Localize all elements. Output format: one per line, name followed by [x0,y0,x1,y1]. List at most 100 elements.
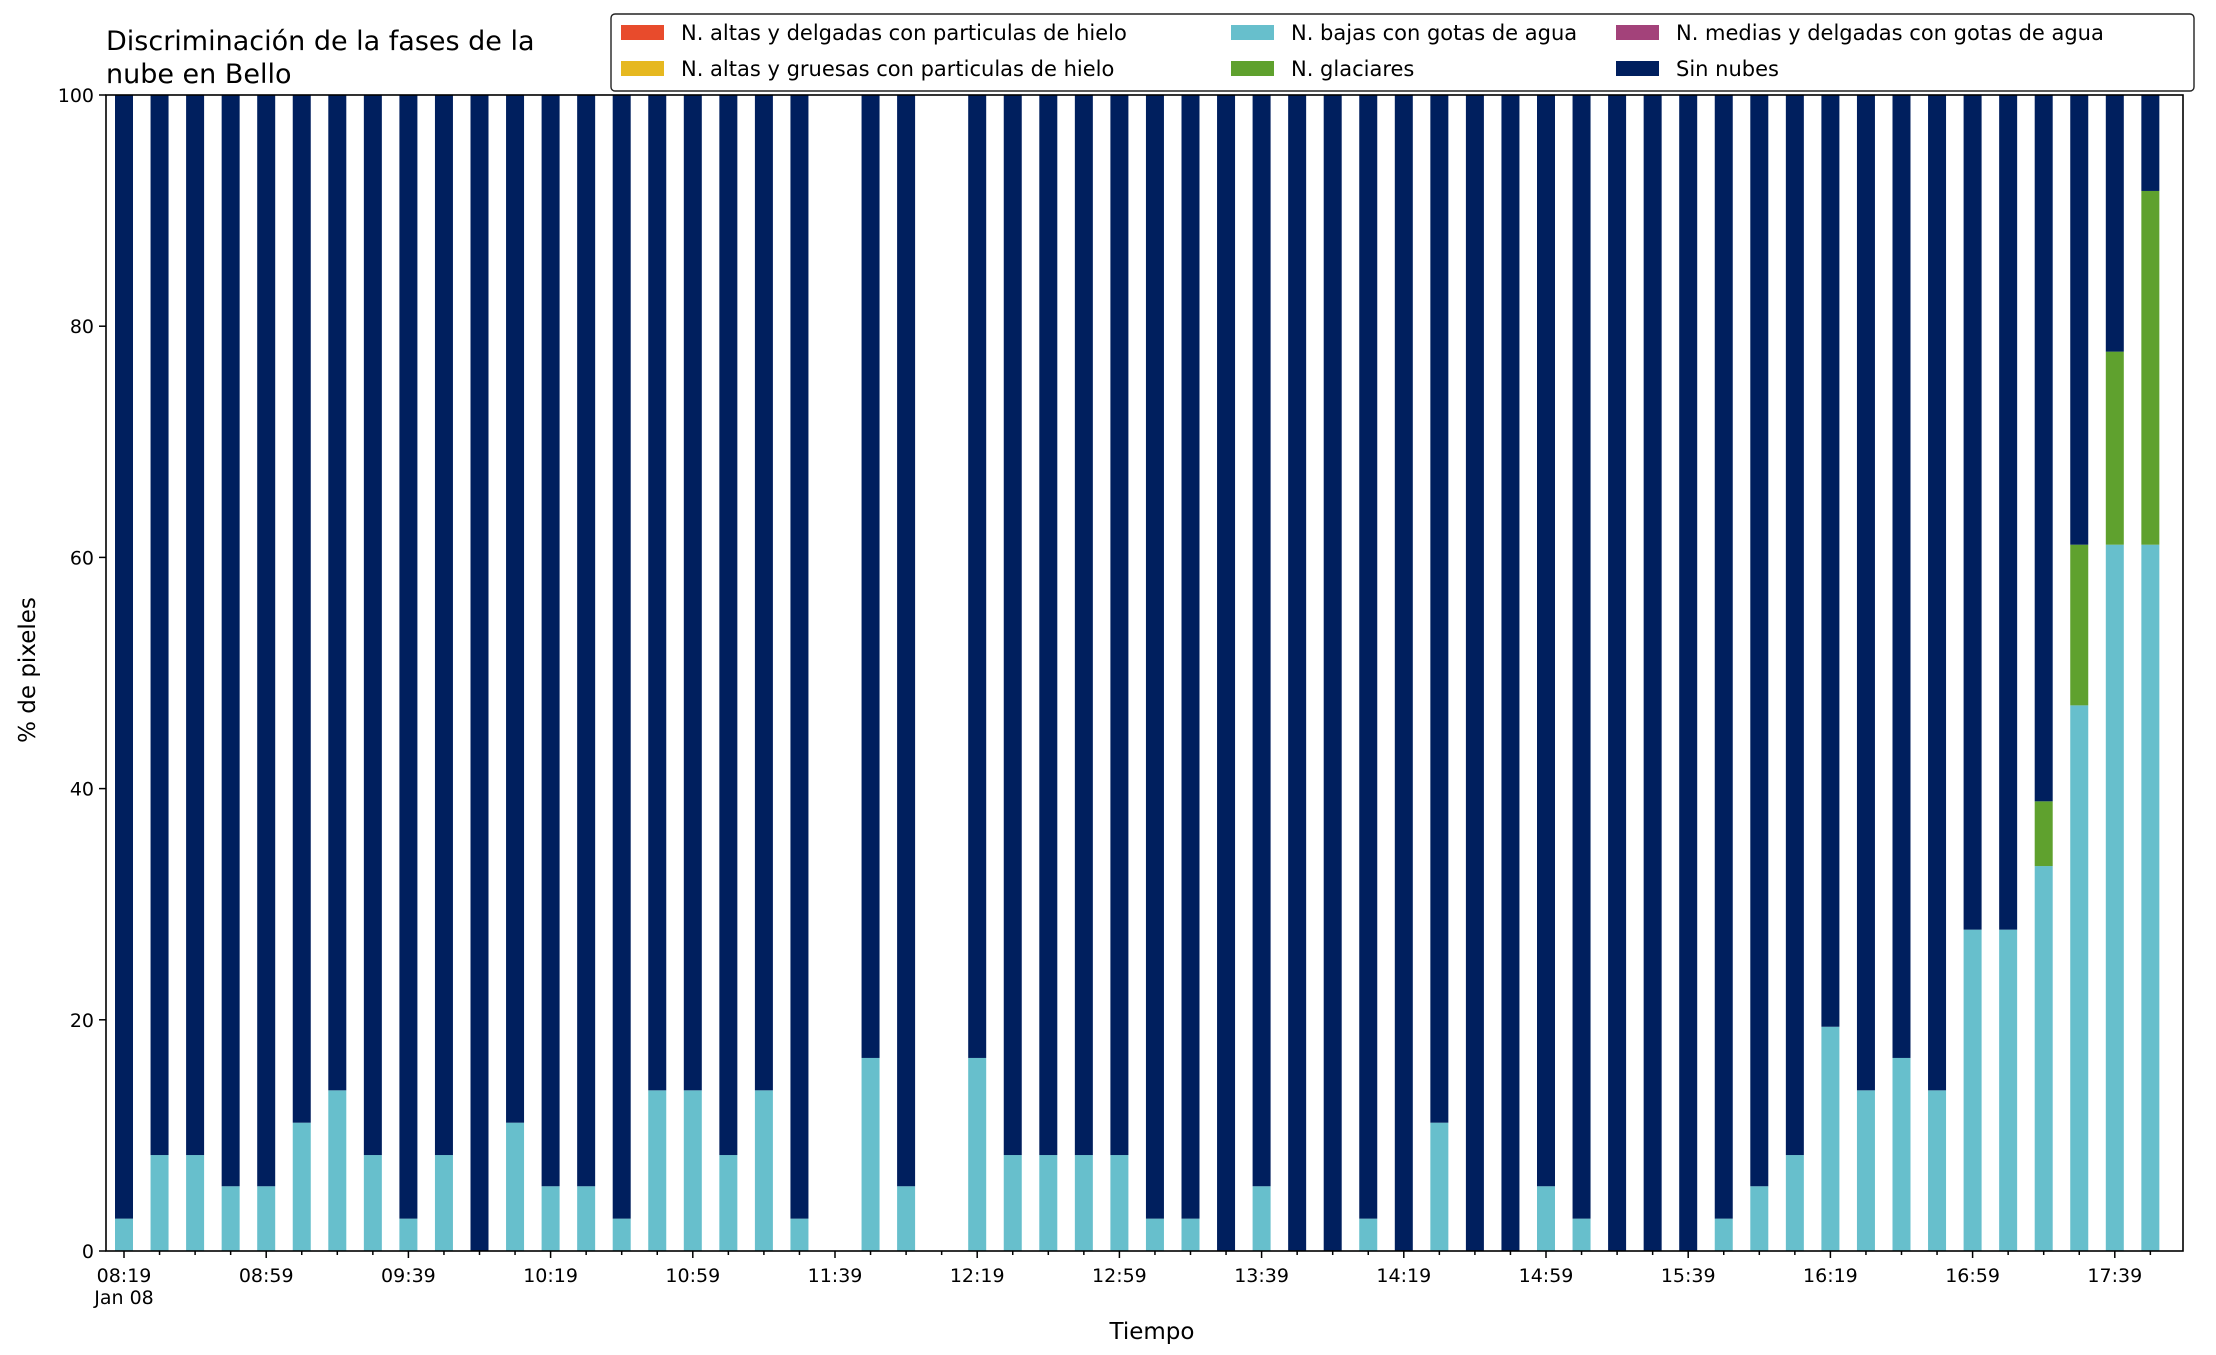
chart-title-line-2: nube en Bello [106,59,292,90]
bar-segment-0919-s2 [328,1090,347,1251]
bar-segment-1649-s5 [1928,95,1947,1091]
legend-entry-label: N. medias y delgadas con gotas de agua [1676,21,2104,45]
legend-entry-label: N. bajas con gotas de agua [1291,21,1577,45]
bar-segment-0949-s5 [434,95,453,1156]
x-tick-label: 12:19 [950,1265,1005,1287]
chart-title-line-1: Discriminación de la fases de la [106,26,535,57]
bar-segment-1619-s2 [1821,1026,1840,1251]
legend: N. altas y delgadas con particulas de hi… [610,13,2195,92]
bar-segment-1629-s2 [1856,1090,1875,1251]
x-tick-label: 13:39 [1234,1265,1289,1287]
bar-segment-1659-s5 [1963,95,1982,930]
bar-segment-1219-s5 [968,95,987,1058]
x-tick-label: 15:39 [1661,1265,1716,1287]
legend-swatch [1616,25,1659,40]
bar-segment-1509-s2 [1572,1218,1591,1251]
bar-segment-1219-s2 [968,1057,987,1251]
bar-segment-0949-s2 [434,1155,453,1251]
bar-segment-1659-s2 [1963,929,1982,1251]
bar-segment-1059-s2 [683,1090,702,1251]
x-tick-label: 14:19 [1376,1265,1431,1287]
bar-segment-1039-s2 [612,1218,631,1251]
legend-swatch [621,61,664,76]
bar-segment-0909-s5 [292,95,311,1123]
bar-segment-1709-s2 [1999,929,2018,1251]
bar-segment-1559-s2 [1750,1186,1769,1251]
legend-swatch [1231,25,1274,40]
bar-segment-1349-s5 [1288,95,1307,1251]
bar-segment-1039-s5 [612,95,631,1219]
bar-segment-1329-s5 [1217,95,1236,1251]
bar-segment-0939-s2 [399,1218,418,1251]
bar-segment-1309-s5 [1145,95,1164,1219]
bar-segment-1009-s2 [506,1122,525,1251]
bar-segment-1059-s5 [683,95,702,1091]
x-axis: 08:19 08:59 09:39 10:19 10:59 11:39 12:19 12:59… [93,1251,2152,1309]
legend-entry-label: Sin nubes [1676,57,1779,81]
bar-segment-1249-s5 [1074,95,1093,1156]
bar-segment-1609-s5 [1785,95,1804,1156]
bar-segment-1009-s5 [506,95,525,1123]
bar-segment-1739-s3 [2105,351,2124,545]
bar-segment-1259-s5 [1110,95,1129,1156]
bar-segment-1429-s2 [1430,1122,1449,1251]
legend-entry-label: N. glaciares [1291,57,1414,81]
bar-segment-1709-s5 [1999,95,2018,930]
bar-segment-1159-s5 [897,95,916,1187]
bar-segment-1359-s5 [1323,95,1342,1251]
bar-segment-1029-s5 [577,95,596,1187]
bar-segment-1719-s2 [2034,866,2053,1251]
bar-segment-1249-s2 [1074,1155,1093,1251]
bar-segment-1449-s5 [1501,95,1520,1251]
y-tick-label: 20 [70,1010,94,1032]
x-date-label: Jan 08 [93,1287,154,1309]
bar-segment-1339-s5 [1252,95,1271,1187]
bar-segment-1509-s5 [1572,95,1591,1219]
y-tick-label: 100 [58,85,94,107]
bar-segment-1559-s5 [1750,95,1769,1187]
bar-segment-1229-s5 [1003,95,1022,1156]
bar-segment-1239-s2 [1039,1155,1058,1251]
bar-segment-1159-s2 [897,1186,916,1251]
bar-segment-0859-s5 [257,95,276,1187]
bar-segment-0939-s5 [399,95,418,1219]
bar-segment-1129-s2 [790,1218,809,1251]
bar-segment-0919-s5 [328,95,347,1091]
bar-segment-1649-s2 [1928,1090,1947,1251]
x-tick-label: 10:19 [523,1265,578,1287]
x-tick-label: 14:59 [1519,1265,1574,1287]
legend-swatch [1231,61,1274,76]
legend-box [610,13,2195,92]
bar-segment-1149-s2 [861,1057,880,1251]
bar-segment-1319-s2 [1181,1218,1200,1251]
legend-swatch [1616,61,1659,76]
bar-segment-1339-s2 [1252,1186,1271,1251]
bar-segment-0929-s2 [363,1155,382,1251]
bar-segment-1259-s2 [1110,1155,1129,1251]
x-tick-label: 17:39 [2087,1265,2142,1287]
x-tick-label: 10:59 [665,1265,720,1287]
bar-segment-1719-s5 [2034,95,2053,802]
bar-segment-1519-s5 [1608,95,1627,1251]
bar-segment-1029-s2 [577,1186,596,1251]
bar-segment-0849-s5 [221,95,240,1187]
bar-segment-1549-s5 [1714,95,1733,1219]
x-tick-label: 12:59 [1092,1265,1147,1287]
x-tick-label: 09:39 [381,1265,436,1287]
bar-segment-1639-s5 [1892,95,1911,1058]
bar-segment-1119-s2 [754,1090,773,1251]
bar-segment-1459-s5 [1537,95,1555,1187]
bar-segment-1749-s5 [2141,95,2160,191]
bar-segment-0819-s2 [115,1218,133,1251]
bar-segment-1109-s5 [719,95,738,1156]
y-axis: 0 20 40 60 80 100 [58,85,106,1263]
bar-segment-1729-s2 [2070,705,2089,1251]
x-tick-label: 16:19 [1803,1265,1858,1287]
bar-segment-0929-s5 [363,95,382,1156]
bar-segment-1149-s5 [861,95,880,1058]
y-axis-label: % de pixeles [15,597,41,743]
bar-segment-0959-s5 [470,95,489,1251]
bar-segment-0839-s2 [186,1155,205,1251]
bar-segment-0829-s2 [150,1155,169,1251]
